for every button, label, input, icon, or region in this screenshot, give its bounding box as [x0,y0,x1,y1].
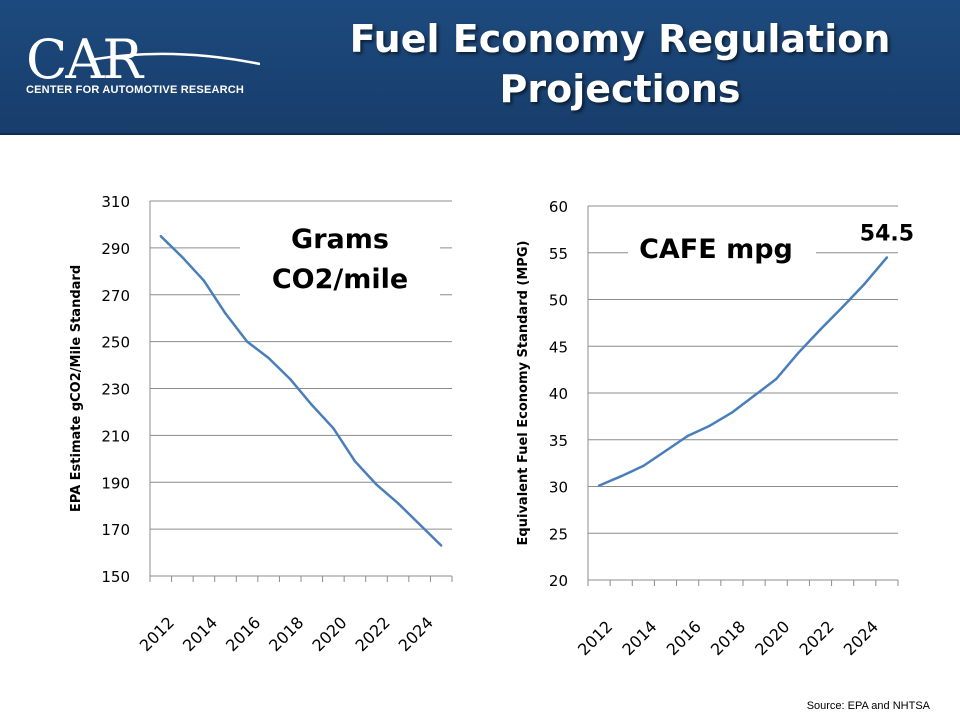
chart-title-background [628,225,816,275]
data-point [332,427,335,430]
data-point [375,483,378,486]
data-point [819,328,822,331]
data-point [224,312,227,315]
chart-title-background [240,215,440,305]
data-point [181,256,184,259]
data-point [863,282,866,285]
data-point [642,464,645,468]
source-note: Source: EPA and NHTSA [806,700,930,712]
data-point [245,340,249,343]
data-point [597,484,601,487]
page-title-line-2: Projections [499,67,741,111]
data-point [730,411,734,414]
data-point [267,356,270,360]
y-tick-label: 190 [101,474,130,492]
data-point [686,434,689,438]
x-tick-label: 2016 [663,617,705,659]
car-logo: CAR CENTER FOR AUTOMOTIVE RESEARCH [20,26,260,106]
data-point [885,256,889,259]
data-label: 54.5 [860,221,914,246]
y-tick-label: 170 [101,521,130,539]
y-tick-label: 310 [101,193,130,211]
y-axis-label: EPA Estimate gCO2/Mile Standard [69,265,84,512]
chart-title-line: CAFE mpg [639,234,793,265]
header-banner: CAR CENTER FOR AUTOMOTIVE RESEARCH Fuel … [0,0,960,135]
x-tick-label: 2020 [751,617,793,659]
data-point [708,424,711,427]
data-point [620,475,623,478]
data-point [396,502,400,505]
y-tick-label: 290 [101,240,130,258]
data-point [752,394,756,398]
x-tick-label: 2024 [840,617,882,659]
data-point [159,234,162,238]
data-point [202,279,206,282]
series-line [598,256,888,487]
y-tick-label: 270 [101,287,130,305]
logo-swoosh-icon [89,52,260,66]
data-point [310,403,313,407]
y-tick-label: 230 [101,381,130,399]
data-point [664,449,667,453]
logo-subtitle: CENTER FOR AUTOMOTIVE RESEARCH [26,84,245,96]
page-title: Fuel Economy Regulation Projections [300,14,940,114]
y-tick-label: 35 [549,432,568,450]
page-title-line-1: Fuel Economy Regulation [349,17,891,61]
chart-title-line: Grams [291,224,389,255]
x-tick-label: 2014 [618,617,660,659]
x-tick-label: 2022 [795,617,837,659]
data-point [418,523,421,526]
y-tick-label: 30 [549,479,568,497]
y-tick-label: 250 [101,334,130,352]
data-point [841,305,844,309]
y-tick-label: 40 [549,385,568,403]
x-tick-label: 2018 [707,617,749,659]
y-tick-label: 210 [101,427,130,445]
y-tick-label: 60 [549,198,568,216]
data-point [797,351,800,354]
y-tick-label: 45 [549,338,568,356]
data-point [289,377,292,381]
chart-title-line: CO2/mile [272,264,408,295]
data-point [775,377,778,381]
y-tick-label: 150 [101,568,130,586]
y-axis-label: Equivalent Fuel Economy Standard (MPG) [516,241,531,546]
x-tick-label: 2012 [574,617,616,659]
logo-wordmark: CAR [26,28,143,91]
y-tick-label: 50 [549,292,568,310]
y-tick-label: 25 [549,525,568,543]
series-line [159,235,443,547]
data-point [353,459,357,463]
y-tick-label: 55 [549,245,568,263]
y-tick-label: 20 [549,572,568,590]
data-point [440,544,443,547]
